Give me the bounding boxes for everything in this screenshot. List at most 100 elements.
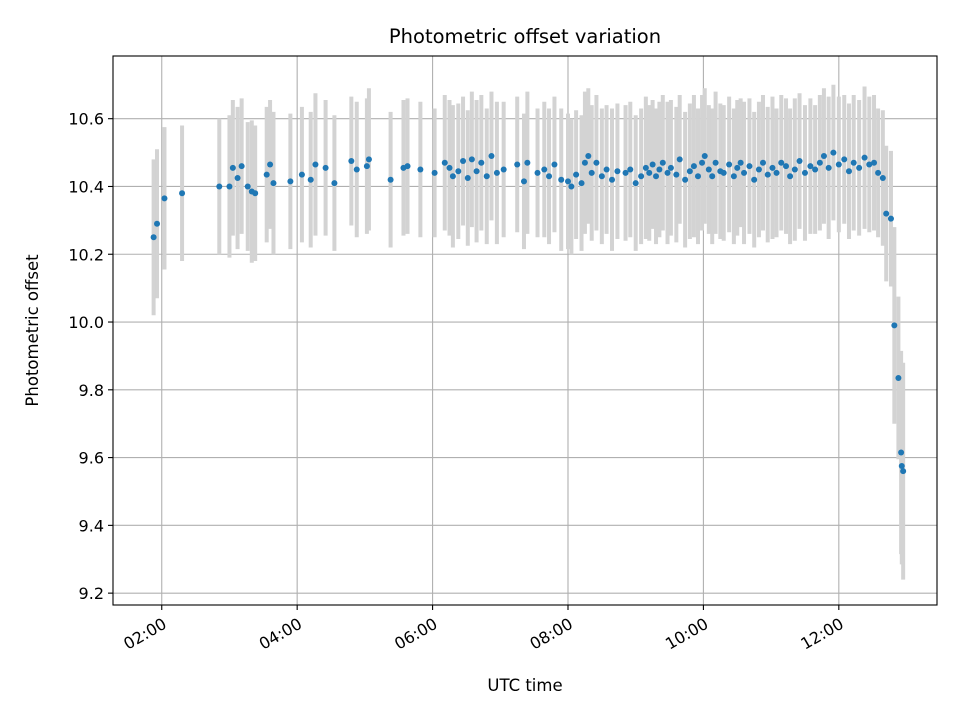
data-point — [709, 173, 716, 180]
data-point — [455, 168, 462, 175]
data-point — [514, 161, 521, 168]
data-point — [787, 173, 794, 180]
data-point — [363, 163, 370, 170]
data-point — [741, 169, 748, 176]
data-point — [449, 173, 456, 180]
data-point — [734, 164, 741, 171]
data-point — [898, 463, 905, 470]
data-point — [690, 163, 697, 170]
data-point — [348, 158, 355, 165]
data-point — [488, 152, 495, 159]
data-point — [229, 164, 236, 171]
data-point — [673, 171, 680, 178]
data-point — [331, 180, 338, 187]
data-point — [500, 166, 507, 173]
y-tick-label: 10.6 — [68, 110, 104, 129]
data-point — [216, 183, 223, 190]
data-point — [746, 163, 753, 170]
data-point — [581, 159, 588, 166]
data-point — [835, 161, 842, 168]
data-point — [473, 168, 480, 175]
data-point — [244, 183, 251, 190]
data-point — [478, 159, 485, 166]
data-point — [883, 210, 890, 217]
data-point — [755, 166, 762, 173]
data-point — [614, 168, 621, 175]
y-axis: 9.2 9.4 9.6 9.8 10.0 10.2 10.4 10.6 — [68, 110, 113, 603]
x-axis-label: UTC time — [487, 676, 562, 695]
data-point — [850, 159, 857, 166]
data-point — [773, 169, 780, 176]
data-point — [298, 171, 305, 178]
data-point — [307, 176, 314, 183]
data-point — [564, 178, 571, 185]
data-point — [365, 156, 372, 163]
data-point — [898, 449, 905, 456]
chart-title: Photometric offset variation — [389, 25, 661, 48]
data-point — [759, 159, 766, 166]
data-point — [632, 180, 639, 187]
data-point — [667, 164, 674, 171]
data-point — [642, 164, 649, 171]
data-point — [441, 159, 448, 166]
data-point — [270, 180, 277, 187]
data-point — [179, 190, 186, 197]
data-point — [493, 169, 500, 176]
data-point — [871, 159, 878, 166]
data-point — [664, 169, 671, 176]
plot-frame — [112, 55, 938, 606]
data-point — [841, 156, 848, 163]
y-tick-label: 9.8 — [79, 381, 104, 400]
data-point — [820, 152, 827, 159]
data-point — [751, 176, 758, 183]
data-point — [431, 169, 438, 176]
data-point — [541, 166, 548, 173]
data-point — [891, 322, 898, 329]
data-point — [460, 158, 467, 165]
data-point — [656, 166, 663, 173]
data-point — [764, 171, 771, 178]
data-point — [701, 152, 708, 159]
data-point — [705, 166, 712, 173]
data-point — [845, 168, 852, 175]
y-tick-label: 9.2 — [79, 584, 104, 603]
data-point — [682, 176, 689, 183]
data-point — [312, 161, 319, 168]
data-point — [568, 183, 575, 190]
data-point — [238, 163, 245, 170]
data-point — [464, 175, 471, 181]
data-points — [150, 149, 907, 475]
data-point — [825, 164, 832, 171]
data-point — [830, 149, 837, 156]
data-point — [598, 173, 605, 180]
y-tick-label: 10.2 — [68, 245, 104, 264]
data-point — [791, 166, 798, 173]
data-point — [895, 374, 902, 381]
data-point — [387, 176, 394, 183]
data-point — [627, 166, 634, 173]
data-point — [638, 173, 645, 180]
data-point — [558, 176, 565, 183]
data-point — [573, 171, 580, 178]
data-point — [856, 164, 863, 171]
data-point — [588, 169, 595, 176]
data-point — [154, 220, 161, 227]
data-point — [875, 169, 882, 176]
data-point — [226, 183, 233, 190]
data-point — [234, 175, 241, 181]
y-tick-label: 10.4 — [68, 177, 104, 196]
data-point — [150, 234, 157, 241]
data-point — [483, 173, 490, 180]
data-point — [263, 171, 270, 178]
data-point — [887, 215, 894, 222]
data-point — [593, 159, 600, 166]
data-point — [287, 178, 294, 185]
data-point — [812, 166, 819, 173]
data-point — [737, 159, 744, 166]
data-point — [585, 152, 592, 159]
data-point — [699, 159, 706, 166]
data-point — [730, 173, 737, 180]
y-tick-label: 9.4 — [79, 516, 104, 535]
data-point — [720, 169, 727, 176]
data-point — [778, 159, 785, 166]
